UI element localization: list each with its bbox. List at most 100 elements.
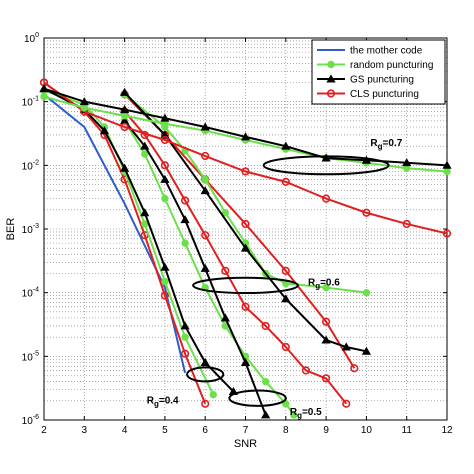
series-random-puncturing [120,90,371,297]
marker-point [281,141,291,150]
marker-point [350,364,359,373]
marker-point [200,263,210,272]
marker-point [261,321,270,331]
marker-point [327,60,335,69]
series-cls-puncturing [120,90,359,373]
x-tick-label: 8 [283,425,289,436]
legend-item: GS puncturing [317,74,414,86]
series-line [123,93,367,294]
series-line [123,120,295,416]
marker-point [362,288,371,297]
y-tick-label: 100 [24,32,39,45]
marker-point [321,335,331,344]
marker-point [161,277,169,286]
y-tick-label: 10-3 [22,223,39,236]
marker-point [221,266,230,275]
annotation-ellipse [262,155,390,176]
marker-point [80,104,89,112]
marker-point [321,153,331,162]
y-tick-label: 10-6 [22,414,39,427]
marker-point [201,175,209,184]
legend-item: CLS puncturing [317,89,419,100]
marker-point [341,342,351,351]
marker-point [160,113,170,122]
marker-point [322,283,330,292]
marker-point [120,116,130,125]
marker-point [160,130,170,139]
marker-point [160,135,169,145]
marker-point [326,89,336,98]
axis-ticks: 2 3 4 5 6 7 8 9 10 11 12 100 10-1 10-2 10-3 10-4 10-5 10-… [22,32,453,436]
marker-point [342,399,351,408]
marker-point [241,219,250,229]
series-random-puncturing [40,86,217,399]
legend-item: random puncturing [317,60,433,71]
marker-point [120,87,130,96]
series-gs-puncturing [120,87,371,355]
marker-point [160,174,170,183]
marker-point [200,122,210,131]
marker-point [322,317,331,326]
marker-point [180,321,190,330]
legend-label: GS puncturing [350,75,414,86]
marker-point [442,160,452,169]
marker-point [181,239,189,247]
marker-point [362,208,371,217]
marker-point [322,194,331,203]
series-line [123,120,267,416]
marker-point [281,342,290,352]
annotation-ellipse [228,389,287,407]
y-tick-label: 10-2 [22,159,39,172]
marker-point [221,209,230,217]
marker-point [200,186,210,195]
marker-point [240,132,251,141]
marker-point [201,399,210,408]
marker-point [361,346,371,355]
annotation-label: Rg=0.5 [290,407,322,420]
annotation-label: Rg=0.6 [308,277,340,290]
marker-point [442,229,452,238]
marker-point [281,177,290,186]
marker-point [79,97,89,106]
marker-point [200,357,210,366]
legend-item: the mother code [317,46,423,57]
series-line [43,81,448,235]
series-random-puncturing [120,117,298,419]
annotation-label: Rg=0.7 [370,138,402,151]
series-lines [39,78,452,419]
annotation-ellipse [192,276,299,295]
y-tick-label: 10-1 [22,96,39,109]
marker-point [241,167,250,176]
x-tick-label: 2 [41,425,47,436]
marker-point [40,92,48,101]
marker-point [220,313,230,322]
marker-point [209,390,217,399]
marker-point [361,155,371,164]
marker-point [120,163,130,172]
x-tick-label: 9 [323,425,329,436]
marker-point [160,262,170,271]
marker-point [160,291,169,300]
x-tick-label: 11 [402,425,413,436]
series-line [43,81,207,405]
marker-point [120,105,130,114]
marker-point [301,366,311,375]
series-line [123,91,367,353]
marker-point [443,167,451,176]
y-axis-title: BER [5,218,17,241]
marker-point [141,150,149,158]
x-axis-title: SNR [234,438,257,450]
marker-point [322,374,331,383]
x-tick-label: 12 [441,425,453,436]
marker-point [402,219,411,229]
marker-point [241,302,250,311]
marker-point [181,333,189,341]
marker-point [261,410,271,419]
legend: the mother code random puncturing GS punct… [311,39,446,105]
x-tick-label: 7 [243,425,249,436]
annotation-label: Rg=0.4 [147,396,179,409]
legend-label: random puncturing [350,60,433,71]
x-tick-label: 10 [361,425,373,436]
marker-point [281,294,291,303]
